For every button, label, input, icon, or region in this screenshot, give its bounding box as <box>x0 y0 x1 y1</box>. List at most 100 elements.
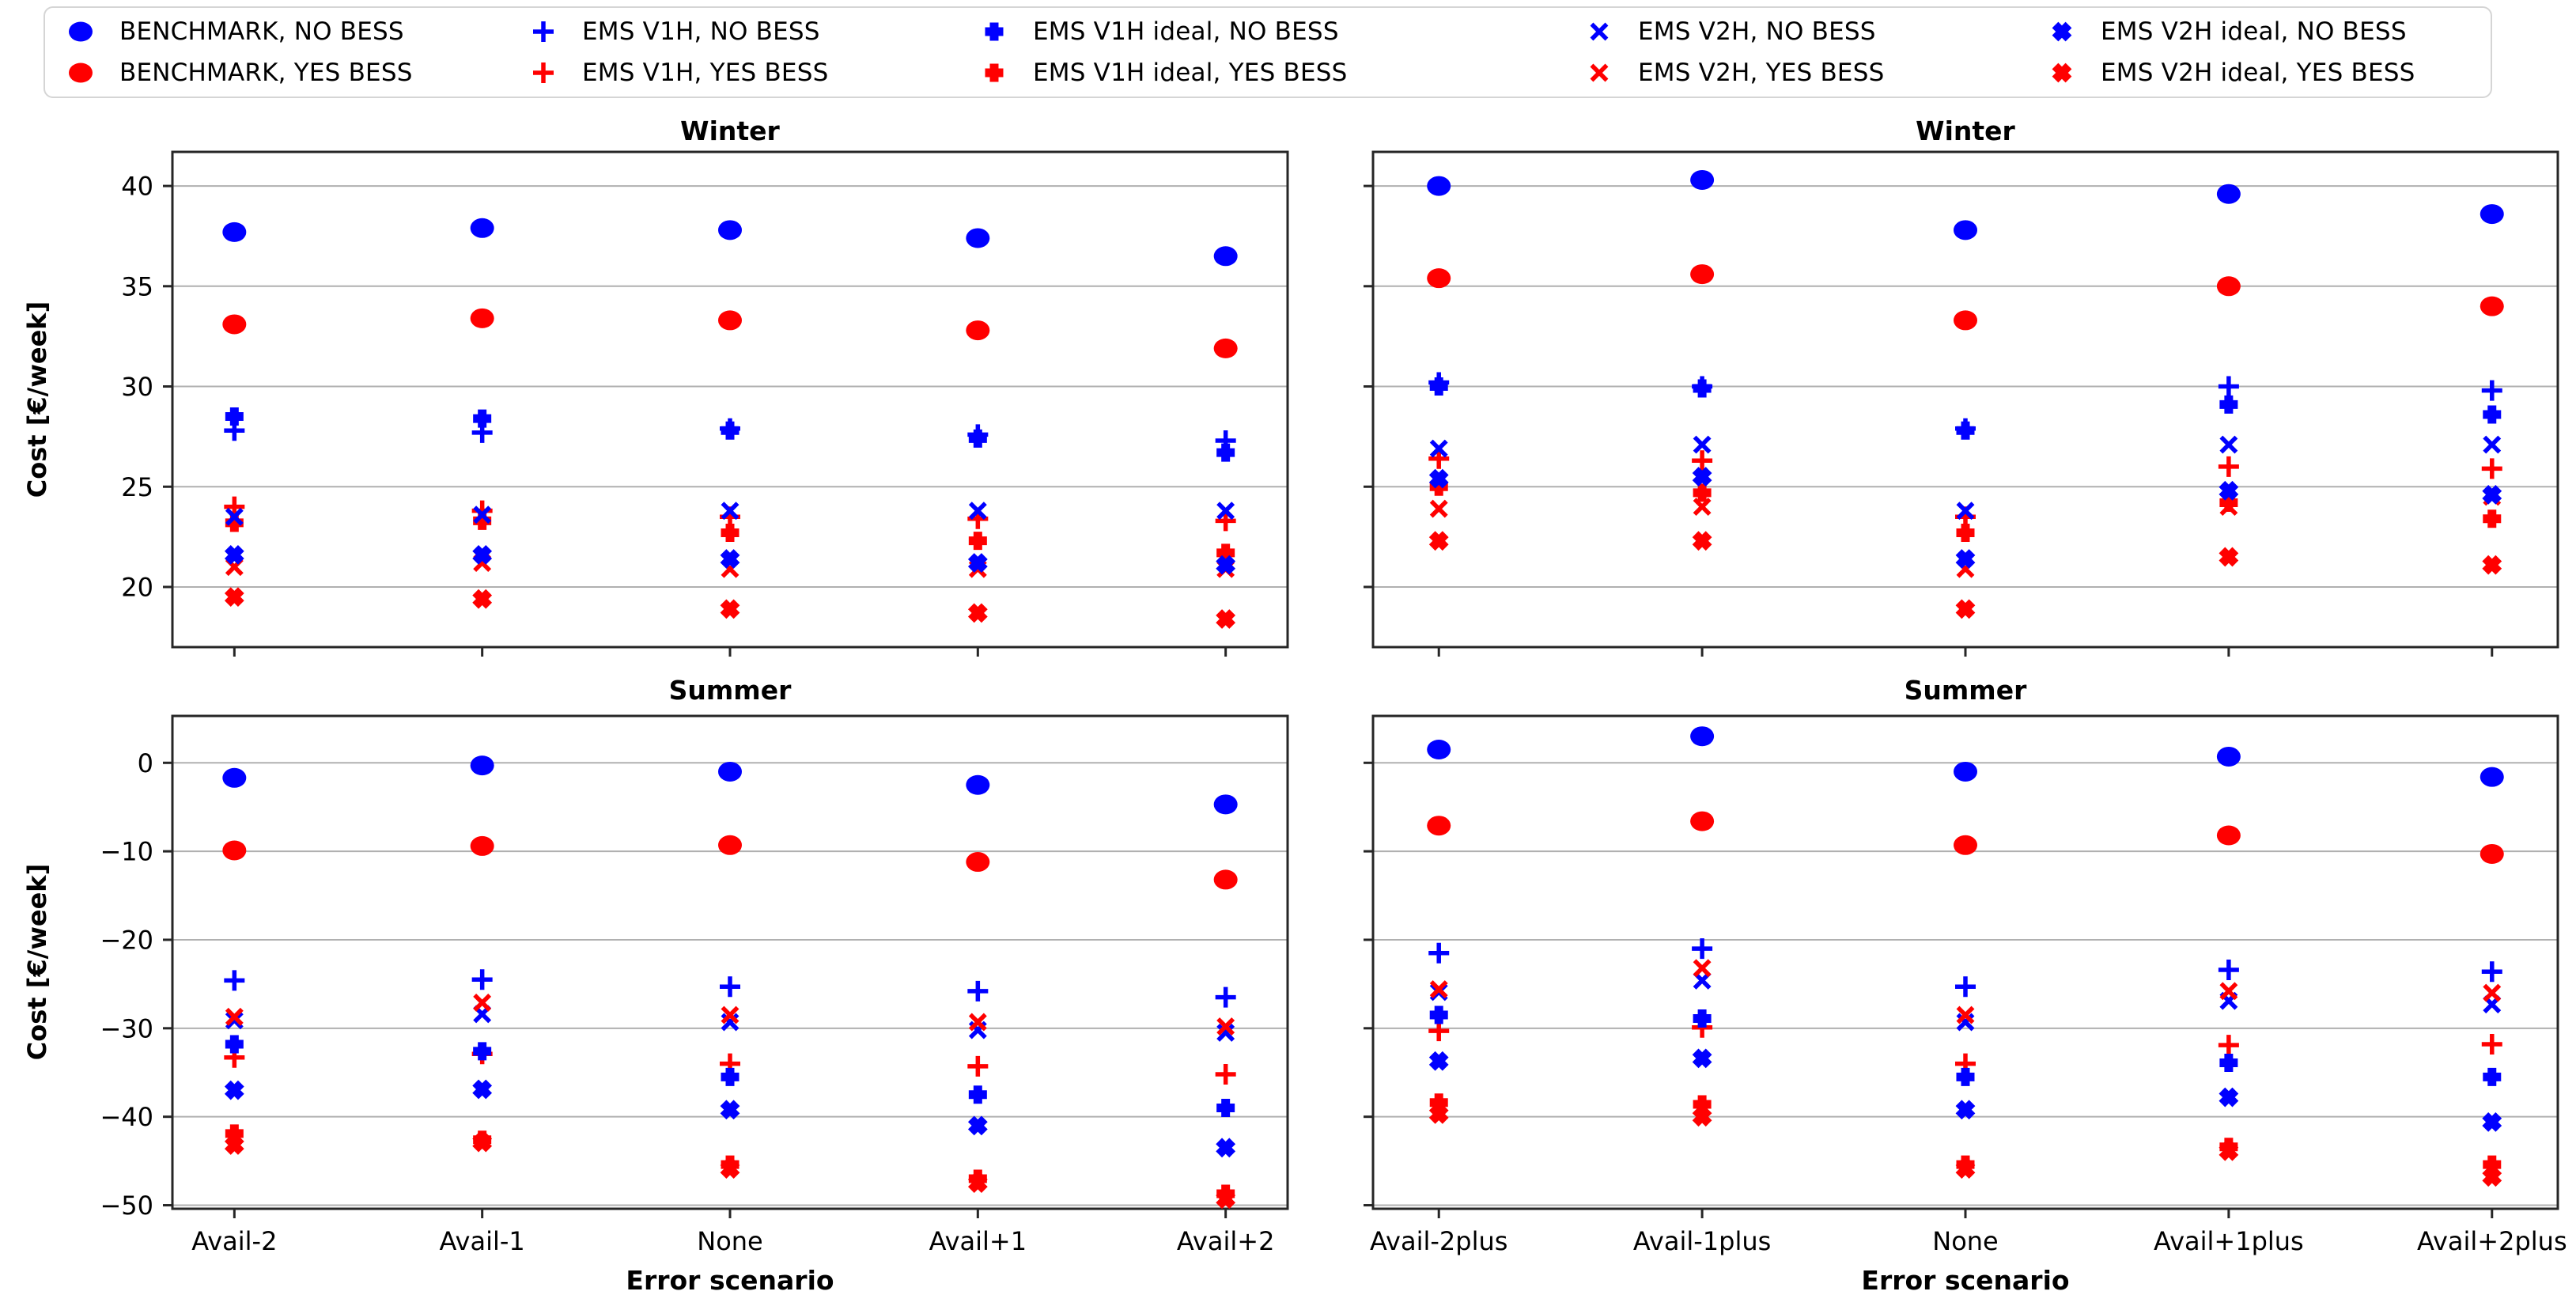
data-point <box>1427 176 1451 196</box>
y-tick-label: −20 <box>100 925 153 955</box>
y-tick-label: 0 <box>138 748 153 778</box>
data-point <box>2483 1155 2502 1174</box>
data-point <box>1692 531 1712 551</box>
data-point <box>2481 1033 2502 1055</box>
data-point <box>1215 1063 1236 1085</box>
data-point <box>1956 421 1975 440</box>
data-point <box>718 220 742 240</box>
data-point <box>1955 976 1976 998</box>
data-point <box>1954 220 1977 240</box>
subplot-winter-left: 40 35 30 25 20 <box>121 150 1289 657</box>
data-point <box>1693 483 1712 502</box>
data-point <box>1954 835 1977 855</box>
y-tick-label: −10 <box>100 837 153 867</box>
data-point <box>967 1115 988 1136</box>
x-tick-label: Avail+1 <box>929 1226 1027 1256</box>
data-point <box>2219 435 2238 454</box>
data-point <box>470 835 494 856</box>
data-point <box>968 532 987 551</box>
data-point <box>1216 1189 1236 1210</box>
data-point <box>2481 458 2502 479</box>
data-point <box>2483 405 2502 424</box>
legend-item-label: EMS V1H ideal, YES BESS <box>1033 59 1348 87</box>
data-point <box>471 969 493 990</box>
subplot-title-summer-left: Summer <box>668 675 792 706</box>
x-tick-label: Avail-2 <box>191 1226 277 1256</box>
data-point <box>472 589 493 609</box>
data-point <box>222 767 247 788</box>
y-axis-label-top: Cost [€/week] <box>22 301 52 498</box>
data-point <box>1693 498 1712 517</box>
legend-marker-circle-icon <box>69 62 93 83</box>
data-point <box>1213 338 1238 358</box>
legend-item: EMS V1H, YES BESS <box>525 57 976 89</box>
data-point <box>1429 1005 1448 1024</box>
data-point <box>1215 986 1236 1008</box>
data-point <box>2218 456 2239 477</box>
subplot-title-summer-right: Summer <box>1904 675 2027 706</box>
legend-item-label: EMS V1H, NO BESS <box>582 17 820 46</box>
data-point <box>224 970 245 991</box>
legend-marker-x-bold-icon <box>2052 62 2072 83</box>
x-tick-label: None <box>1932 1226 1998 1256</box>
data-point <box>2480 843 2504 864</box>
legend-marker-x-icon <box>1590 22 1609 41</box>
data-point <box>968 429 987 448</box>
data-point <box>1216 1017 1235 1036</box>
data-point <box>968 502 987 521</box>
data-point <box>721 421 740 440</box>
data-point <box>1216 1138 1236 1158</box>
data-point <box>2219 1053 2238 1072</box>
data-point <box>2480 296 2504 316</box>
data-point <box>1216 609 1236 629</box>
data-point <box>721 1005 740 1024</box>
data-point <box>224 1080 244 1100</box>
subplot-winter-right <box>1364 150 2559 657</box>
data-point <box>718 761 742 782</box>
data-point <box>222 314 247 335</box>
subplot-title-winter-right: Winter <box>1916 115 2015 146</box>
data-point <box>1956 1067 1975 1086</box>
data-point <box>222 222 247 242</box>
legend-item-label: BENCHMARK, YES BESS <box>119 59 413 87</box>
data-point <box>720 1159 740 1180</box>
x-axis-label: Error scenario <box>626 1265 834 1295</box>
data-point <box>1428 1051 1449 1071</box>
data-point <box>222 840 247 861</box>
data-point <box>1693 379 1712 398</box>
data-point <box>1955 549 1976 569</box>
data-point <box>2219 547 2239 567</box>
data-point <box>2483 435 2502 454</box>
data-point <box>1429 980 1448 999</box>
data-point <box>2483 983 2502 1002</box>
x-tick-label: Avail-1plus <box>1633 1226 1771 1256</box>
data-point <box>1693 1009 1712 1028</box>
data-point <box>967 553 988 573</box>
data-point <box>1690 169 1715 190</box>
data-point <box>224 587 244 608</box>
data-point <box>720 1100 740 1120</box>
data-point <box>967 980 989 1002</box>
data-point <box>1428 942 1450 964</box>
data-point <box>1956 502 1975 521</box>
data-point <box>2480 767 2504 787</box>
legend-item-label: EMS V2H ideal, YES BESS <box>2101 59 2415 87</box>
data-point <box>967 1173 988 1193</box>
data-point <box>1693 435 1712 454</box>
data-point <box>473 993 492 1012</box>
data-point <box>224 496 245 517</box>
x-tick-label: Avail+1plus <box>2154 1226 2304 1256</box>
data-point <box>472 545 493 565</box>
data-point <box>720 599 740 619</box>
data-point <box>1427 816 1451 836</box>
data-point <box>1692 467 1712 487</box>
data-point <box>720 976 740 998</box>
data-point <box>1216 555 1236 575</box>
data-point <box>967 603 988 623</box>
legend-item: EMS V1H ideal, NO BESS <box>976 16 1581 47</box>
legend-item-label: EMS V2H, YES BESS <box>1638 59 1885 87</box>
data-point <box>2482 555 2502 575</box>
data-point <box>225 1007 244 1026</box>
y-tick-label: 40 <box>121 172 153 202</box>
data-point <box>2483 509 2502 528</box>
